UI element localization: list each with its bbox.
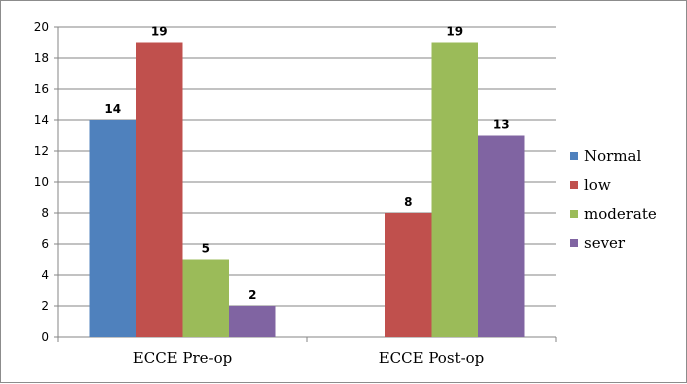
data-label: 14 (104, 102, 121, 116)
y-tick-label: 12 (34, 144, 49, 158)
data-label: 19 (151, 25, 168, 39)
data-label: 19 (446, 25, 463, 39)
data-label: 13 (493, 118, 510, 132)
legend-swatch-moderate (570, 210, 578, 218)
data-label: 8 (404, 195, 412, 209)
y-tick-label: 4 (41, 268, 49, 282)
bar-sever-1 (229, 306, 276, 337)
y-tick-label: 10 (34, 175, 49, 189)
legend-swatch-sever (570, 239, 578, 247)
legend-label-moderate: moderate (584, 205, 657, 223)
y-tick-label: 0 (41, 330, 49, 344)
bar-moderate-2 (431, 42, 478, 337)
y-tick-label: 2 (41, 299, 49, 313)
y-tick-label: 8 (41, 206, 49, 220)
x-category-label: ECCE Pre-op (133, 349, 232, 367)
bars (89, 42, 525, 337)
y-tick-label: 6 (41, 237, 49, 251)
legend-label-sever: sever (584, 234, 626, 252)
tick-labels: 0 2 4 6 8 10 12 14 16 18 20 ECCE Pre-op ECCE Post-op (34, 20, 485, 367)
legend-swatch-normal (570, 152, 578, 160)
legend: Normal low moderate sever (570, 147, 657, 252)
y-tick-label: 14 (34, 113, 49, 127)
data-label: 2 (248, 288, 256, 302)
y-tick-label: 20 (34, 20, 49, 34)
y-tick-label: 16 (34, 82, 49, 96)
bar-moderate-1 (182, 259, 229, 337)
y-tick-label: 18 (34, 51, 49, 65)
legend-swatch-low (570, 181, 578, 189)
x-category-label: ECCE Post-op (379, 349, 485, 367)
data-label: 5 (202, 242, 210, 256)
legend-label-normal: Normal (584, 147, 641, 165)
bar-normal-1 (89, 120, 136, 337)
bar-low-2 (385, 213, 432, 337)
data-labels: 14 19 5 2 8 19 13 (104, 25, 509, 303)
bar-low-1 (136, 42, 183, 337)
legend-label-low: low (584, 176, 611, 194)
bar-sever-2 (478, 135, 525, 337)
